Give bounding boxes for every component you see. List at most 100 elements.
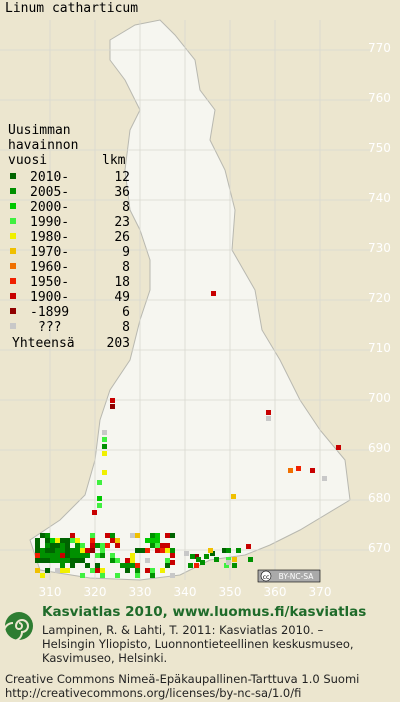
- record-square: [95, 568, 100, 573]
- easting-label: 340: [174, 585, 197, 599]
- logo: [3, 612, 33, 642]
- northing-label: 750: [368, 141, 391, 155]
- record-square: [102, 444, 107, 449]
- record-square: [35, 543, 40, 548]
- northing-label: 710: [368, 341, 391, 355]
- record-square: [110, 398, 115, 403]
- record-square: [125, 568, 130, 573]
- citation: Lampinen, R. & Lahti, T. 2011: Kasviatla…: [42, 623, 324, 637]
- record-square: [92, 510, 97, 515]
- legend-column: vuosi: [8, 153, 47, 168]
- legend-count: 23: [114, 215, 130, 230]
- record-square: [90, 548, 95, 553]
- record-square: [45, 543, 50, 548]
- record-square: [65, 538, 70, 543]
- legend-label: 2000-: [30, 200, 69, 215]
- record-square: [196, 557, 201, 562]
- record-square: [50, 543, 55, 548]
- record-square: [80, 543, 85, 548]
- record-square: [45, 558, 50, 563]
- record-square: [60, 553, 65, 558]
- legend-count: 36: [114, 185, 130, 200]
- legend: 2010- 12 2005- 36 2000- 8 1990- 23 1980- 26 1970- 9…: [10, 170, 130, 335]
- legend-label: ???: [38, 320, 61, 335]
- record-square: [80, 548, 85, 553]
- record-square: [190, 554, 195, 559]
- northing-label: 690: [368, 441, 391, 455]
- record-square: [170, 560, 175, 565]
- legend-label: 2005-: [30, 185, 69, 200]
- record-square: [75, 538, 80, 543]
- record-square: [115, 538, 120, 543]
- record-square: [155, 533, 160, 538]
- record-square: [115, 558, 120, 563]
- record-square: [90, 533, 95, 538]
- legend-label: 1900-: [30, 290, 69, 305]
- record-square: [135, 533, 140, 538]
- record-square: [60, 563, 65, 568]
- record-square: [85, 553, 90, 558]
- record-square: [188, 563, 193, 568]
- record-square: [95, 563, 100, 568]
- record-square: [35, 548, 40, 553]
- record-square: [214, 557, 219, 562]
- record-square: [70, 553, 75, 558]
- record-square: [102, 437, 107, 442]
- northing-label: 700: [368, 391, 391, 405]
- record-square: [200, 560, 205, 565]
- legend-column: lkm: [102, 153, 126, 168]
- record-square: [70, 538, 75, 543]
- legend-label: 2010-: [30, 170, 69, 185]
- badge-text: BY-NC-SA: [279, 572, 315, 581]
- record-square: [160, 568, 165, 573]
- record-square: [55, 568, 60, 573]
- record-square: [130, 558, 135, 563]
- legend-swatch: [10, 293, 16, 299]
- record-square: [232, 563, 237, 568]
- record-square: [55, 548, 60, 553]
- record-square: [210, 551, 215, 556]
- record-square: [45, 533, 50, 538]
- record-square: [70, 558, 75, 563]
- record-square: [102, 430, 107, 435]
- record-square: [222, 548, 227, 553]
- record-square: [97, 503, 102, 508]
- record-square: [135, 568, 140, 573]
- record-square: [75, 553, 80, 558]
- record-square: [160, 548, 165, 553]
- record-square: [95, 553, 100, 558]
- grid: 770 760 750 740 730 720 710 700 690 680 670 310 320 3…: [0, 20, 391, 599]
- record-square: [135, 548, 140, 553]
- record-square: [248, 557, 253, 562]
- record-square: [100, 553, 105, 558]
- easting-label: 370: [309, 585, 332, 599]
- legend-total-label: Yhteensä: [12, 336, 75, 351]
- legend-label: -1899: [30, 305, 69, 320]
- northing-label: 740: [368, 191, 391, 205]
- record-square: [165, 533, 170, 538]
- record-square: [80, 558, 85, 563]
- record-square: [45, 568, 50, 573]
- record-square: [211, 291, 216, 296]
- record-square: [85, 548, 90, 553]
- record-square: [336, 445, 341, 450]
- record-square: [150, 538, 155, 543]
- legend-count: 9: [122, 245, 130, 260]
- record-square: [150, 543, 155, 548]
- record-square: [55, 553, 60, 558]
- record-square: [165, 548, 170, 553]
- record-square: [80, 553, 85, 558]
- legend-swatch: [10, 248, 16, 254]
- record-square: [150, 533, 155, 538]
- record-square: [40, 558, 45, 563]
- northing-label: 680: [368, 491, 391, 505]
- legend-count: 8: [122, 320, 130, 335]
- record-square: [310, 468, 315, 473]
- record-square: [115, 573, 120, 578]
- record-square: [60, 558, 65, 563]
- record-square: [55, 558, 60, 563]
- record-square: [95, 543, 100, 548]
- record-square: [97, 496, 102, 501]
- legend-count: 12: [114, 170, 130, 185]
- record-square: [60, 543, 65, 548]
